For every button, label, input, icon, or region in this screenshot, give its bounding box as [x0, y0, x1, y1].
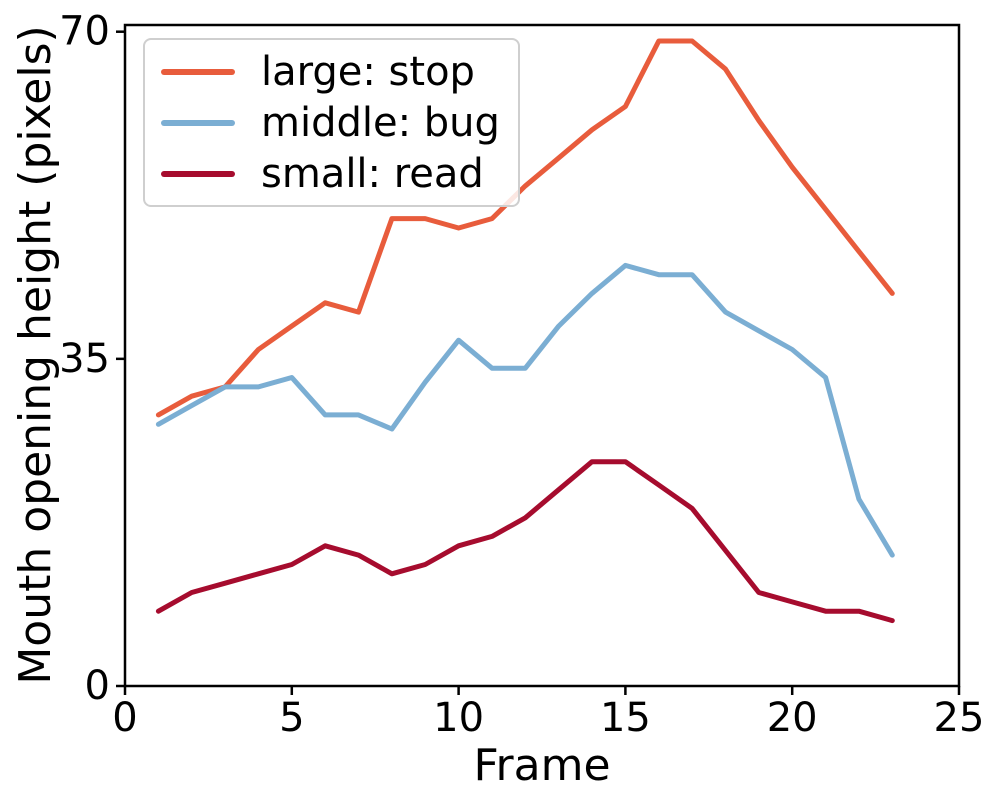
plot-border — [123, 23, 961, 688]
series-line-2 — [155, 262, 895, 558]
x-axis-label: Frame — [473, 740, 610, 791]
x-tick-label: 15 — [600, 695, 651, 741]
legend-entry-2: middle: bug — [161, 97, 500, 148]
legend-label: small: read — [261, 150, 484, 197]
y-tick-label: 35 — [59, 336, 110, 382]
x-tick-label: 20 — [767, 695, 818, 741]
y-axis-label: Mouth opening height (pixels) — [10, 25, 61, 684]
series-line-3 — [155, 459, 895, 624]
y-axis-ticks: 0 35 70 — [59, 9, 125, 709]
y-tick-label: 70 — [59, 9, 110, 55]
x-tick-label: 5 — [279, 695, 304, 741]
x-tick-label: 0 — [112, 695, 137, 741]
legend: large: stop middle: bug small: read — [143, 38, 520, 207]
series-lines — [155, 38, 895, 624]
legend-swatch — [161, 119, 235, 126]
legend-swatch — [161, 170, 235, 177]
legend-swatch — [161, 68, 235, 75]
legend-label: middle: bug — [261, 99, 500, 146]
series-line-1 — [155, 38, 895, 418]
legend-entry-3: small: read — [161, 148, 500, 199]
x-tick-label: 25 — [934, 695, 985, 741]
x-axis-ticks: 0 5 10 15 20 25 — [112, 686, 984, 741]
y-tick-label: 0 — [85, 663, 110, 709]
legend-label: large: stop — [261, 48, 475, 95]
x-tick-label: 10 — [433, 695, 484, 741]
legend-entry-1: large: stop — [161, 46, 500, 97]
